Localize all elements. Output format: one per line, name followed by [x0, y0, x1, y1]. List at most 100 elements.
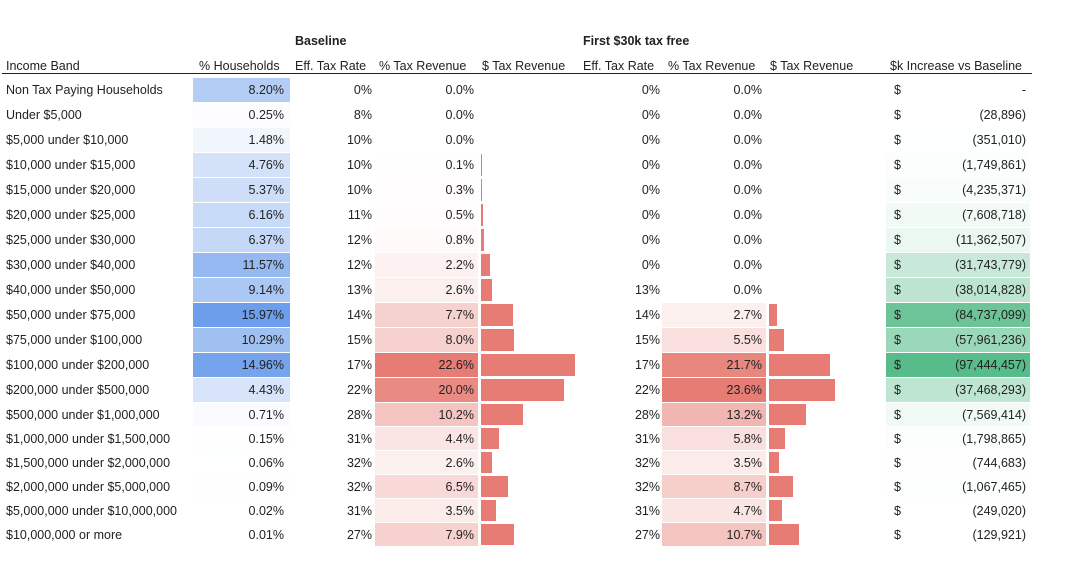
baseline-dollar-revenue-cell[interactable] [480, 78, 580, 102]
income-band-cell[interactable]: $75,000 under $100,000 [6, 333, 143, 347]
baseline-dollar-revenue-cell[interactable] [480, 499, 580, 522]
first-rate-cell[interactable]: 22% [634, 383, 660, 397]
first-pct-revenue-cell[interactable]: 23.6% [662, 378, 766, 402]
first-rate-cell[interactable]: 0% [641, 258, 660, 272]
income-band-cell[interactable]: $30,000 under $40,000 [6, 258, 136, 272]
households-cell[interactable]: 10.29% [193, 328, 290, 352]
income-band-cell[interactable]: $5,000,000 under $10,000,000 [6, 503, 177, 518]
income-band-cell[interactable]: $100,000 under $200,000 [6, 358, 150, 372]
income-band-cell[interactable]: $25,000 under $30,000 [6, 233, 136, 247]
first-rate-cell[interactable]: 0% [641, 133, 660, 147]
increase-cell[interactable]: $ (84,737,099) [886, 303, 1030, 327]
baseline-pct-revenue-cell[interactable]: 0.0% [375, 78, 478, 102]
baseline-rate-cell[interactable]: 10% [346, 158, 372, 172]
baseline-dollar-revenue-cell[interactable] [480, 228, 580, 252]
baseline-pct-revenue-cell[interactable]: 0.0% [375, 128, 478, 152]
households-cell[interactable]: 5.37% [193, 178, 290, 202]
first-rate-cell[interactable]: 0% [641, 233, 660, 247]
first-pct-revenue-cell[interactable]: 0.0% [662, 253, 766, 277]
increase-cell[interactable]: $ (1,749,861) [886, 153, 1030, 177]
first-dollar-revenue-cell[interactable] [768, 78, 868, 102]
increase-cell[interactable]: $ (57,961,236) [886, 328, 1030, 352]
first-dollar-revenue-cell[interactable] [768, 378, 868, 402]
income-band-cell[interactable]: $1,500,000 under $2,000,000 [6, 455, 171, 470]
baseline-rate-cell[interactable]: 15% [346, 333, 372, 347]
income-band-cell[interactable]: $200,000 under $500,000 [6, 383, 150, 397]
first-dollar-revenue-cell[interactable] [768, 253, 868, 277]
first-rate-cell[interactable]: 0% [641, 108, 660, 122]
first-rate-cell[interactable]: 32% [634, 479, 660, 494]
header-increase[interactable]: $k Increase vs Baseline [890, 59, 1023, 73]
first-dollar-revenue-cell[interactable] [768, 178, 868, 202]
header-income-band[interactable]: Income Band [6, 59, 80, 73]
first-pct-revenue-cell[interactable]: 3.5% [662, 451, 766, 474]
households-cell[interactable]: 0.09% [193, 475, 290, 498]
baseline-rate-cell[interactable]: 12% [346, 258, 372, 272]
increase-cell[interactable]: $ (31,743,779) [886, 253, 1030, 277]
baseline-pct-revenue-cell[interactable]: 10.2% [375, 403, 478, 426]
baseline-rate-cell[interactable]: 27% [346, 527, 372, 542]
first-pct-revenue-cell[interactable]: 2.7% [662, 303, 766, 327]
first-dollar-revenue-cell[interactable] [768, 523, 868, 546]
households-cell[interactable]: 6.16% [193, 203, 290, 227]
baseline-rate-cell[interactable]: 31% [346, 431, 372, 446]
baseline-pct-revenue-cell[interactable]: 8.0% [375, 328, 478, 352]
first-pct-revenue-cell[interactable]: 5.5% [662, 328, 766, 352]
increase-cell[interactable]: $ (129,921) [886, 523, 1030, 546]
baseline-rate-cell[interactable]: 17% [346, 358, 372, 372]
first-dollar-revenue-cell[interactable] [768, 451, 868, 474]
income-band-cell[interactable]: $500,000 under $1,000,000 [6, 407, 160, 422]
increase-cell[interactable]: $ (28,896) [886, 103, 1030, 127]
baseline-rate-cell[interactable]: 13% [346, 283, 372, 297]
baseline-pct-revenue-cell[interactable]: 2.6% [375, 451, 478, 474]
baseline-dollar-revenue-cell[interactable] [480, 128, 580, 152]
header-first-dollar-revenue[interactable]: $ Tax Revenue [770, 59, 854, 73]
households-cell[interactable]: 11.57% [193, 253, 290, 277]
baseline-rate-cell[interactable]: 8% [353, 108, 372, 122]
baseline-rate-cell[interactable]: 32% [346, 455, 372, 470]
first-dollar-revenue-cell[interactable] [768, 128, 868, 152]
baseline-pct-revenue-cell[interactable]: 3.5% [375, 499, 478, 522]
income-band-cell[interactable]: $40,000 under $50,000 [6, 283, 136, 297]
households-cell[interactable]: 0.02% [193, 499, 290, 522]
baseline-pct-revenue-cell[interactable]: 7.7% [375, 303, 478, 327]
header-baseline-dollar-revenue[interactable]: $ Tax Revenue [482, 59, 566, 73]
first-rate-cell[interactable]: 27% [634, 527, 660, 542]
increase-cell[interactable]: $ (249,020) [886, 499, 1030, 522]
baseline-rate-cell[interactable]: 22% [346, 383, 372, 397]
first-rate-cell[interactable]: 17% [634, 358, 660, 372]
households-cell[interactable]: 15.97% [193, 303, 290, 327]
baseline-pct-revenue-cell[interactable]: 0.8% [375, 228, 478, 252]
first-rate-cell[interactable]: 14% [634, 308, 660, 322]
first-pct-revenue-cell[interactable]: 8.7% [662, 475, 766, 498]
first-dollar-revenue-cell[interactable] [768, 103, 868, 127]
first-pct-revenue-cell[interactable]: 0.0% [662, 103, 766, 127]
baseline-pct-revenue-cell[interactable]: 0.1% [375, 153, 478, 177]
baseline-dollar-revenue-cell[interactable] [480, 475, 580, 498]
households-cell[interactable]: 0.06% [193, 451, 290, 474]
households-cell[interactable]: 0.25% [193, 103, 290, 127]
first-rate-cell[interactable]: 32% [634, 455, 660, 470]
first-dollar-revenue-cell[interactable] [768, 475, 868, 498]
income-band-cell[interactable]: $50,000 under $75,000 [6, 308, 136, 322]
baseline-rate-cell[interactable]: 10% [346, 133, 372, 147]
increase-cell[interactable]: $ (7,608,718) [886, 203, 1030, 227]
first-pct-revenue-cell[interactable]: 0.0% [662, 128, 766, 152]
first-pct-revenue-cell[interactable]: 0.0% [662, 203, 766, 227]
households-cell[interactable]: 4.43% [193, 378, 290, 402]
baseline-rate-cell[interactable]: 32% [346, 479, 372, 494]
first-dollar-revenue-cell[interactable] [768, 303, 868, 327]
first-pct-revenue-cell[interactable]: 13.2% [662, 403, 766, 426]
income-band-cell[interactable]: $15,000 under $20,000 [6, 183, 136, 197]
households-cell[interactable]: 6.37% [193, 228, 290, 252]
households-cell[interactable]: 4.76% [193, 153, 290, 177]
first-pct-revenue-cell[interactable]: 21.7% [662, 353, 766, 377]
increase-cell[interactable]: $ (38,014,828) [886, 278, 1030, 302]
header-households[interactable]: % Households [199, 59, 280, 73]
baseline-dollar-revenue-cell[interactable] [480, 523, 580, 546]
households-cell[interactable]: 1.48% [193, 128, 290, 152]
first-pct-revenue-cell[interactable]: 0.0% [662, 178, 766, 202]
baseline-dollar-revenue-cell[interactable] [480, 253, 580, 277]
baseline-dollar-revenue-cell[interactable] [480, 303, 580, 327]
baseline-dollar-revenue-cell[interactable] [480, 278, 580, 302]
